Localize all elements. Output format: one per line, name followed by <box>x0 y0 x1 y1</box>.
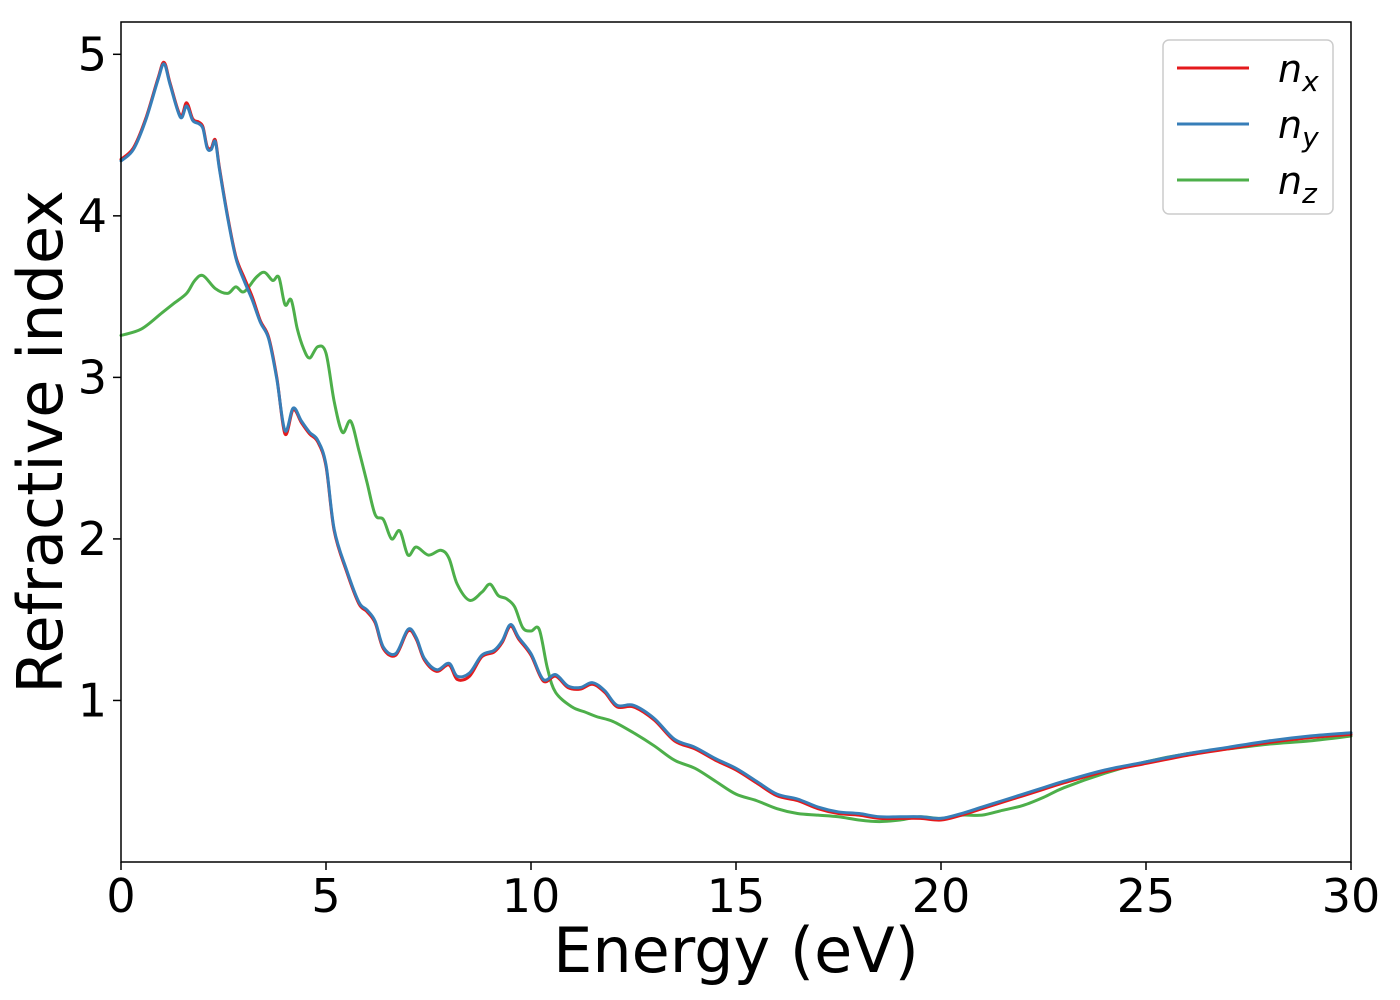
y-tick-label: 1 <box>78 673 107 727</box>
legend-label-z: nz <box>1278 159 1318 210</box>
x-tick-label: 15 <box>707 869 766 923</box>
x-axis: 0 5 10 15 20 25 30 <box>106 862 1380 923</box>
x-tick-label: 10 <box>502 869 561 923</box>
series-layer <box>119 60 1353 824</box>
y-tick-label: 4 <box>78 189 107 243</box>
y-tick-label: 5 <box>78 27 107 81</box>
plot-area <box>121 22 1351 862</box>
legend-label-x: nx <box>1278 47 1319 98</box>
y-tick-label: 3 <box>78 350 107 404</box>
x-tick-label: 30 <box>1322 869 1381 923</box>
legend-frame <box>1162 39 1334 215</box>
y-tick-label: 2 <box>78 512 107 566</box>
x-tick-label: 5 <box>311 869 340 923</box>
series-line-y <box>119 62 1353 820</box>
y-axis: 1 2 3 4 5 <box>78 27 121 727</box>
x-axis-label: Energy (eV) <box>553 914 919 987</box>
x-tick-label: 0 <box>106 869 135 923</box>
y-axis-label: Refractive index <box>4 190 77 694</box>
x-tick-label: 20 <box>912 869 971 923</box>
x-tick-label: 25 <box>1117 869 1176 923</box>
legend-label-y: ny <box>1278 103 1319 154</box>
